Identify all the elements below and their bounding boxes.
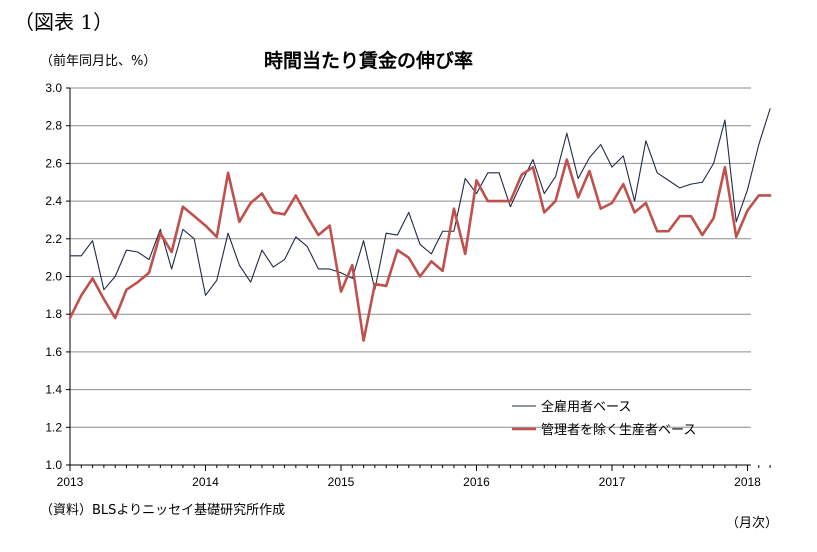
y-tick-label: 1.4 xyxy=(45,383,62,397)
x-tick-label: 2016 xyxy=(463,475,490,489)
legend-label: 全雇用者ベース xyxy=(541,399,631,415)
y-tick-label: 2.2 xyxy=(45,232,62,246)
legend-label: 管理者を除く生産者ベース xyxy=(541,422,696,438)
y-tick-label: 2.4 xyxy=(45,194,62,208)
series-line-all-employees xyxy=(69,108,771,296)
y-tick-label: 1.2 xyxy=(45,420,62,434)
y-tick-label: 3.0 xyxy=(45,81,62,95)
y-axis-ticks: 1.0 1.2 1.4 1.6 1.8 2.0 2.2 2.4 2.6 2.8 3.0 xyxy=(45,81,62,472)
y-axis-unit-label: （前年同月比、%） xyxy=(40,54,157,69)
y-tick-label: 1.0 xyxy=(45,458,62,472)
y-tick-label: 2.6 xyxy=(45,156,62,170)
axes xyxy=(66,87,771,471)
chart-title: 時間当たり賃金の伸び率 xyxy=(264,50,474,72)
x-tick-label: 2013 xyxy=(57,475,84,489)
y-tick-label: 2.8 xyxy=(45,119,62,133)
figure-label: （図表 1） xyxy=(14,10,114,34)
x-tick-label: 2015 xyxy=(328,475,355,489)
y-tick-label: 2.0 xyxy=(45,270,62,284)
series-line-production-workers xyxy=(68,158,772,342)
x-tick-label: 2014 xyxy=(192,475,219,489)
x-tick-label: 2018 xyxy=(734,475,761,489)
x-tick-label: 2017 xyxy=(599,475,626,489)
grid-lines xyxy=(70,87,751,428)
x-axis-ticks: 2013 2014 2015 2016 2017 2018 xyxy=(57,475,762,489)
source-note: （資料）BLSよりニッセイ基礎研究所作成 xyxy=(40,503,286,518)
y-tick-label: 1.6 xyxy=(45,345,62,359)
series-lines xyxy=(68,108,772,342)
x-axis-unit-label: （月次） xyxy=(726,516,779,531)
y-tick-label: 1.8 xyxy=(45,307,62,321)
